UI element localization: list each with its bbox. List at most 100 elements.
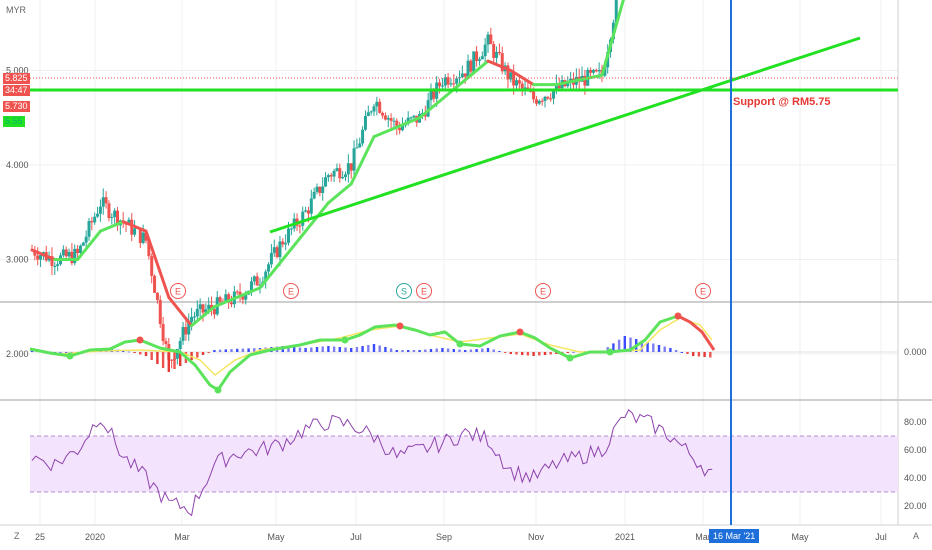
candle-body — [76, 248, 80, 254]
macd-histogram-bar — [612, 343, 615, 352]
candle-body — [401, 125, 404, 131]
candle-body — [509, 72, 513, 80]
time-axis-tick: Jul — [350, 532, 362, 542]
candle-body — [452, 83, 456, 85]
macd-histogram-bar — [446, 348, 450, 352]
candle-body — [224, 294, 228, 303]
macd-histogram-bar — [59, 352, 62, 353]
candle-body — [161, 324, 165, 342]
candle-body — [469, 60, 473, 72]
event-marker: E — [416, 283, 432, 299]
time-axis-tick: 2021 — [615, 532, 635, 542]
moving-average-segment — [235, 286, 262, 299]
candle-body — [204, 309, 208, 313]
macd-histogram-bar — [646, 342, 649, 352]
candle-body — [386, 118, 390, 120]
last-price-tag: 5.825 — [3, 73, 30, 84]
crosshair-date-label: 16 Mar '21 — [709, 529, 760, 543]
candle-body — [497, 51, 501, 54]
candle-body — [67, 251, 71, 257]
event-marker: E — [535, 283, 551, 299]
event-marker-circle — [416, 283, 432, 299]
candle-body — [195, 308, 199, 317]
candle-body — [184, 327, 188, 335]
macd-histogram-bar — [173, 352, 176, 369]
macd-histogram-bar — [572, 351, 575, 353]
time-axis[interactable]: 25 2020 Mar May Jul Sep Nov 2021 Mar May Jul — [35, 532, 887, 542]
candle-body — [475, 51, 479, 61]
moving-average-segment — [372, 125, 399, 139]
candle-body — [133, 228, 137, 235]
event-marker-label: E — [288, 287, 294, 297]
candle-body — [90, 221, 94, 223]
support-annotation[interactable]: Support @ RM5.75 — [733, 96, 831, 108]
candle-body — [412, 115, 416, 118]
macd-histogram-bar — [515, 352, 518, 355]
macd-histogram-bar — [287, 346, 290, 352]
time-axis-tick: Mar — [695, 532, 711, 542]
macd-cross-dot — [214, 386, 222, 394]
candle-body — [523, 87, 527, 89]
candle-body — [381, 112, 385, 116]
candle-body — [552, 90, 556, 99]
candle-body — [426, 100, 430, 117]
candle-body — [543, 96, 547, 101]
candle-body — [517, 80, 521, 84]
candle-body — [150, 256, 154, 276]
macd-histogram-bar — [464, 350, 467, 352]
candle-body — [201, 304, 205, 313]
macd-histogram-bar — [372, 344, 376, 352]
candle-body — [78, 245, 82, 254]
macd-cross-dot — [566, 354, 574, 362]
candle-body — [144, 232, 148, 241]
timezone-button[interactable]: Z — [14, 531, 20, 541]
macd-cross-markers — [66, 312, 682, 394]
macd-histogram-bar — [543, 352, 547, 355]
candle-body — [249, 281, 253, 291]
macd-histogram-bar — [629, 337, 632, 352]
chart-grid — [0, 0, 898, 525]
candle-body — [107, 203, 111, 218]
candle-body — [70, 251, 74, 264]
candle-body — [298, 225, 302, 227]
candle-body — [389, 118, 393, 121]
macd-cross-dot — [606, 348, 614, 356]
candle-body — [449, 83, 453, 85]
macd-axis-tick: 0.000 — [904, 347, 927, 357]
macd-histogram-bar — [207, 352, 210, 353]
time-axis-tick: May — [267, 532, 285, 542]
macd-histogram-bar — [224, 349, 227, 352]
time-axis-tick: Mar — [174, 532, 190, 542]
event-marker: E — [170, 283, 186, 299]
candle-body — [227, 294, 231, 303]
rsi-axis-tick: 20.00 — [904, 501, 927, 511]
candle-body — [537, 100, 541, 104]
moving-average-segment — [281, 229, 308, 261]
candle-body — [138, 227, 142, 243]
candle-body — [614, 0, 618, 23]
currency-label: MYR — [6, 5, 26, 15]
price-axis-tick: 3.000 — [6, 255, 29, 265]
moving-average-segment — [30, 248, 57, 261]
candle-body — [238, 291, 242, 297]
macd-histogram-bar — [521, 352, 524, 355]
candle-body — [344, 174, 347, 177]
candle-body — [583, 75, 587, 86]
candle-body — [210, 304, 214, 309]
macd-histogram-bar — [355, 347, 359, 352]
macd-histogram-bar — [532, 352, 535, 356]
price-axis-tick: 4.000 — [6, 160, 29, 170]
candle-body — [190, 316, 194, 323]
candle-body — [455, 78, 459, 84]
candle-body — [346, 163, 350, 175]
macd-histogram-bar — [332, 346, 336, 352]
auto-scale-button[interactable]: A — [913, 531, 920, 541]
candle-body — [64, 249, 68, 257]
price-axis[interactable]: 7.0006.0005.0004.0003.0002.0000.00080.00… — [6, 0, 927, 512]
macd-histogram-bar — [247, 348, 250, 352]
candle-body — [392, 120, 396, 122]
trendline[interactable] — [269, 36, 861, 234]
moving-average-segment — [326, 182, 353, 205]
